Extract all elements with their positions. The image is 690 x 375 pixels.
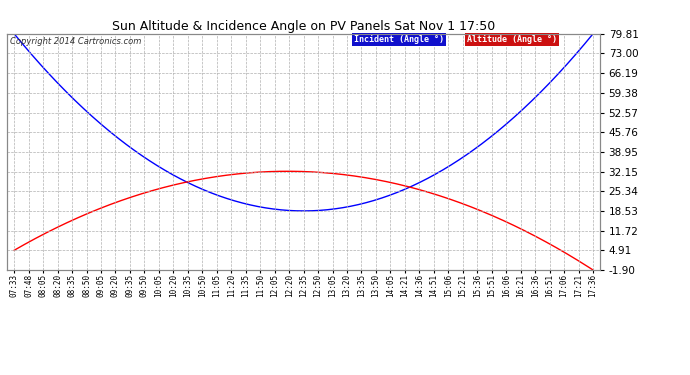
Text: Copyright 2014 Cartronics.com: Copyright 2014 Cartronics.com xyxy=(10,37,141,46)
Text: Incident (Angle °): Incident (Angle °) xyxy=(354,35,444,44)
Title: Sun Altitude & Incidence Angle on PV Panels Sat Nov 1 17:50: Sun Altitude & Incidence Angle on PV Pan… xyxy=(112,20,495,33)
Text: Altitude (Angle °): Altitude (Angle °) xyxy=(466,35,557,44)
